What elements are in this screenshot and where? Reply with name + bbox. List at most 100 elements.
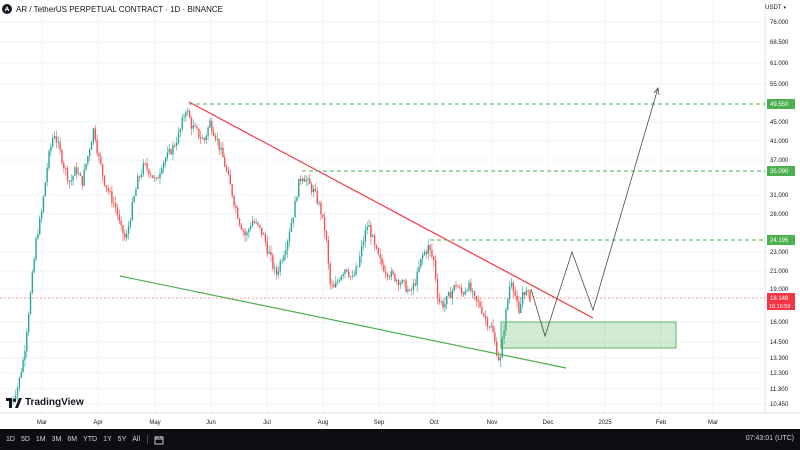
candle-down	[107, 187, 109, 192]
candle-up	[307, 178, 309, 180]
candle-down	[316, 191, 318, 204]
price-tick-label: 19.000	[770, 287, 789, 293]
price-tick-label: 45.000	[770, 120, 789, 126]
candle-down	[373, 235, 376, 246]
timeframe-all-button[interactable]: All	[132, 436, 141, 443]
candle-down	[63, 163, 65, 168]
level-price-text: 49.550	[770, 102, 789, 108]
candle-up	[126, 233, 128, 238]
candle-up	[26, 331, 28, 352]
currency-selector[interactable]: USDT ▾	[765, 5, 786, 11]
candle-up	[355, 266, 357, 275]
candle-down	[229, 174, 231, 185]
candle-up	[164, 158, 167, 163]
candle-down	[218, 138, 220, 150]
candle-up	[396, 280, 398, 282]
time-tick-label: 2025	[598, 420, 612, 426]
candle-down	[257, 222, 259, 225]
price-tick-label: 28.000	[770, 212, 789, 218]
candle-down	[264, 234, 267, 242]
candle-down	[470, 282, 472, 292]
candle-up	[74, 167, 76, 176]
candle-up	[499, 357, 502, 361]
candle-down	[272, 255, 274, 269]
candle-up	[137, 176, 139, 189]
candlestick-series	[11, 107, 531, 405]
candle-down	[120, 220, 122, 226]
candle-up	[153, 177, 156, 179]
candle-down	[320, 202, 322, 215]
candle-down	[81, 175, 83, 186]
utc-clock[interactable]: 07:43:01 (UTC)	[745, 435, 794, 442]
timeframe-1m-button[interactable]: 1M	[35, 436, 46, 443]
timeframe-1y-button[interactable]: 1Y	[103, 436, 112, 443]
candle-up	[418, 266, 420, 272]
candle-up	[18, 377, 21, 388]
time-tick-label: Apr	[93, 420, 102, 426]
candle-down	[436, 278, 439, 299]
candle-up	[507, 299, 509, 310]
candle-down	[457, 286, 459, 288]
candle-up	[127, 226, 130, 234]
candle-up	[366, 226, 368, 230]
candle-up	[390, 271, 392, 278]
calendar-icon[interactable]	[154, 435, 164, 445]
tradingview-logo[interactable]: TradingView	[6, 397, 84, 408]
candle-down	[157, 177, 159, 179]
candle-down	[323, 217, 326, 232]
candle-down	[333, 284, 335, 288]
candle-down	[150, 174, 152, 176]
level-price-badge	[767, 235, 795, 245]
candle-up	[87, 155, 89, 164]
candle-down	[261, 227, 263, 235]
timeframe-ytd-button[interactable]: YTD	[83, 436, 98, 443]
candle-up	[344, 269, 346, 274]
candle-up	[305, 179, 307, 182]
candle-down	[397, 280, 400, 285]
ar-coin-icon	[2, 4, 12, 14]
candle-down	[200, 137, 202, 139]
candle-up	[220, 147, 222, 150]
projection-arrowhead-icon	[653, 87, 660, 96]
candle-up	[420, 258, 422, 267]
candle-down	[331, 284, 333, 285]
candle-down	[460, 287, 463, 294]
price-chart[interactable]: 76.000 68.500 61.000 55.000 45.000 41.000 37.0…	[0, 0, 800, 429]
candle-up	[444, 303, 446, 308]
candle-down	[484, 315, 487, 319]
timeframe-1d-button[interactable]: 1D	[6, 436, 15, 443]
candle-up	[42, 196, 45, 212]
candle-down	[259, 224, 261, 228]
candle-down	[79, 173, 82, 176]
candle-up	[312, 188, 315, 193]
candle-up	[342, 273, 344, 276]
candle-up	[525, 290, 527, 296]
candle-up	[292, 217, 294, 223]
candle-down	[494, 332, 496, 342]
candle-down	[194, 125, 196, 127]
candle-down	[403, 279, 405, 281]
candle-down	[101, 164, 104, 176]
timeframe-6m-button[interactable]: 6M	[67, 436, 78, 443]
symbol-header[interactable]: AR / TetherUS PERPETUAL CONTRACT · 1D · …	[2, 2, 223, 16]
time-axis: Mar Apr May Jun Jul Aug Sep Oct Nov Dec 2025 Feb Mar	[37, 420, 718, 426]
level-price-badge	[767, 99, 795, 109]
candle-up	[187, 111, 189, 113]
candle-up	[294, 200, 296, 218]
time-tick-label: Feb	[656, 420, 667, 426]
candle-down	[488, 326, 490, 328]
candle-down	[100, 156, 102, 165]
timeframe-3m-button[interactable]: 3M	[51, 436, 62, 443]
candle-up	[471, 291, 474, 293]
candle-up	[52, 138, 54, 147]
candle-down	[455, 285, 457, 287]
timeframe-5d-button[interactable]: 5D	[20, 436, 30, 443]
candle-up	[129, 220, 132, 227]
candle-down	[275, 267, 278, 275]
candle-down	[237, 207, 239, 219]
timeframe-5y-button[interactable]: 5Y	[117, 436, 127, 443]
candle-up	[423, 251, 426, 255]
candle-up	[451, 290, 453, 299]
candle-down	[118, 215, 120, 221]
candle-up	[446, 295, 448, 304]
